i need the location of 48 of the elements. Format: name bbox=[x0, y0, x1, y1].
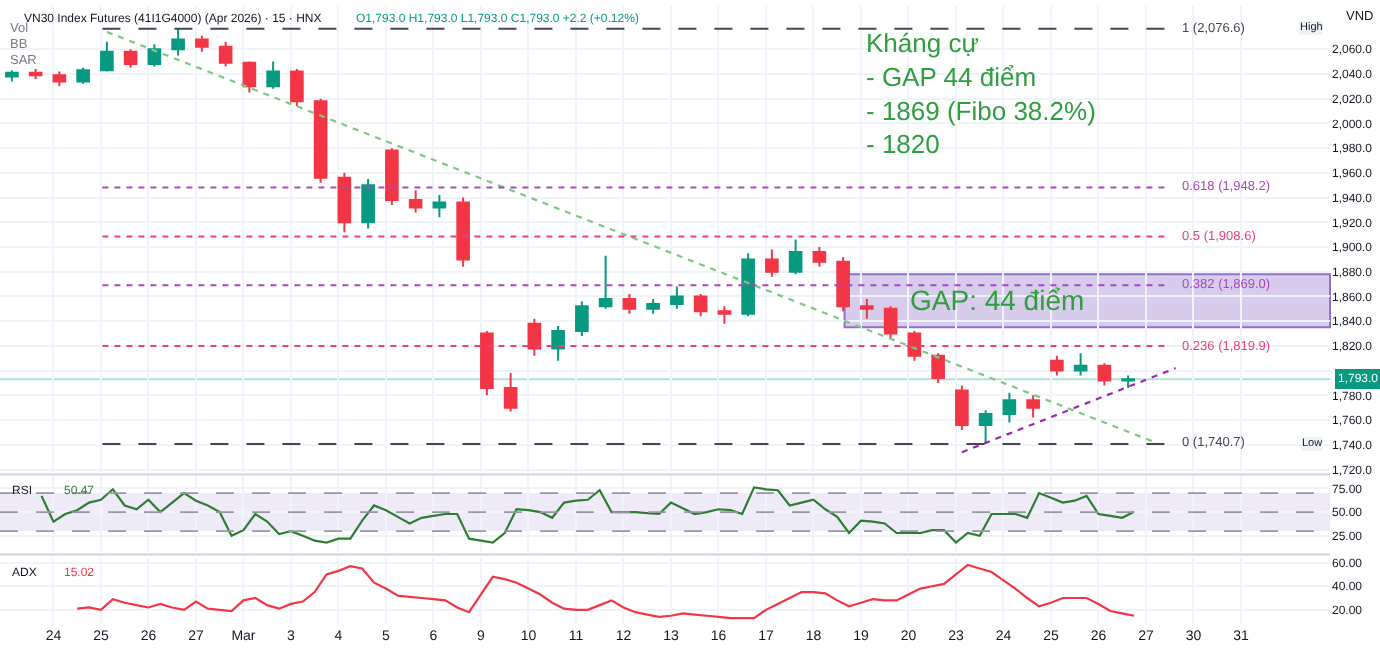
candlestick bbox=[480, 330, 494, 397]
candlestick bbox=[598, 254, 613, 310]
candlestick bbox=[337, 171, 352, 234]
candlestick bbox=[385, 147, 399, 206]
candlestick bbox=[242, 60, 257, 94]
candlestick bbox=[1073, 352, 1088, 377]
candlestick bbox=[503, 372, 518, 413]
band-label: GAP: 44 điểm bbox=[910, 284, 1085, 316]
candlestick bbox=[1026, 394, 1040, 419]
candlestick bbox=[836, 255, 850, 313]
candlestick bbox=[195, 34, 209, 53]
candlestick bbox=[693, 292, 708, 318]
annotation: Kháng cự - GAP 44 điểm - 1869 (Fibo 38.2%) - 1820 bbox=[866, 28, 1096, 160]
line-series bbox=[40, 486, 1136, 544]
candlestick bbox=[266, 60, 280, 90]
candlestick bbox=[883, 305, 898, 340]
candlestick bbox=[741, 252, 755, 318]
candlestick bbox=[313, 97, 328, 184]
candlestick bbox=[432, 194, 447, 219]
candlestick bbox=[361, 178, 375, 230]
candlestick bbox=[1002, 391, 1017, 424]
candlestick bbox=[290, 68, 304, 108]
candlestick bbox=[622, 292, 637, 315]
candlestick bbox=[812, 246, 827, 268]
candlestick bbox=[1097, 362, 1112, 387]
candlestick bbox=[646, 297, 660, 315]
candlestick bbox=[860, 297, 874, 320]
candlestick bbox=[931, 352, 945, 384]
candlestick bbox=[123, 48, 138, 69]
candlestick bbox=[551, 325, 565, 362]
candlestick bbox=[218, 40, 233, 68]
candlestick bbox=[1050, 354, 1064, 377]
candlestick bbox=[1121, 374, 1135, 389]
candlestick bbox=[456, 196, 470, 268]
candlestick bbox=[147, 43, 162, 68]
candlestick bbox=[575, 300, 589, 338]
candlestick bbox=[76, 66, 90, 85]
candlestick bbox=[978, 409, 993, 445]
candlestick bbox=[765, 248, 779, 278]
candlestick bbox=[52, 70, 67, 88]
candlestick bbox=[955, 384, 969, 431]
candlestick bbox=[527, 317, 542, 357]
candlestick bbox=[171, 27, 185, 57]
candlestick bbox=[717, 305, 732, 325]
candlestick bbox=[788, 238, 803, 276]
candlestick bbox=[670, 285, 684, 310]
candlestick bbox=[100, 40, 114, 73]
candlestick bbox=[408, 189, 423, 214]
